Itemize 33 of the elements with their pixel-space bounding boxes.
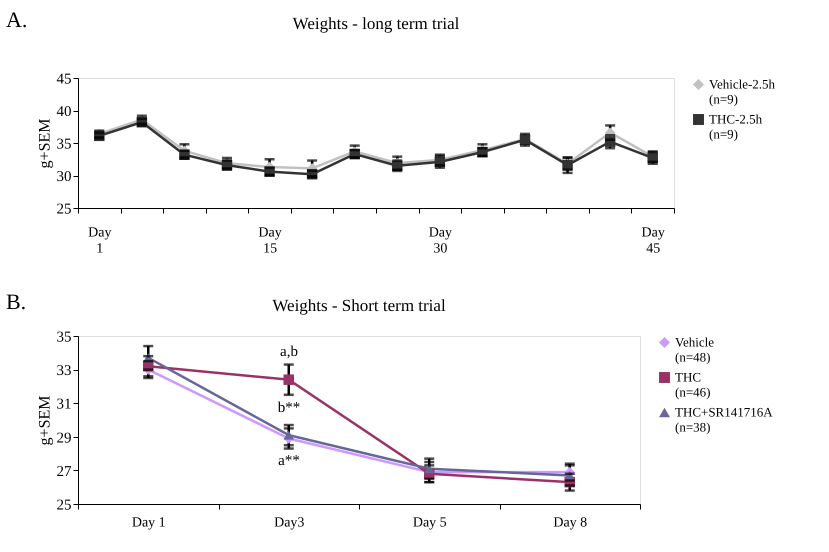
annotation: a,b: [280, 344, 298, 360]
legend-label: THC+SR141716A (n=38): [675, 404, 774, 434]
legend-label: Vehicle (n=48): [675, 334, 714, 364]
y-tick-label: 25: [56, 498, 72, 514]
y-axis-title: g+SEM: [36, 396, 54, 446]
x-tick-label: Day 8: [553, 516, 588, 530]
y-tick-label: 35: [56, 330, 72, 346]
chart-title: Weights - Short term trial: [272, 296, 446, 315]
legend-label: THC (n=46): [675, 370, 710, 400]
x-tick-label: Day 30: [428, 226, 452, 256]
y-axis-title: g+SEM: [36, 118, 54, 168]
y-tick-label: 31: [56, 396, 72, 413]
y-tick-label: 45: [56, 72, 72, 88]
text: B.: [6, 289, 26, 314]
legend-label: Vehicle-2.5h (n=9): [709, 76, 776, 106]
x-tick-label: Day 1: [132, 516, 166, 530]
chart-title: Weights - long term trial: [292, 14, 460, 33]
y-tick-label: 35: [56, 136, 72, 152]
text: A.: [6, 7, 28, 32]
x-tick-label: Day 1: [88, 226, 112, 256]
y-tick-label: 40: [56, 104, 72, 120]
x-tick-label: Day 5: [412, 516, 447, 530]
y-tick-label: 29: [56, 430, 72, 446]
y-tick-label: 25: [56, 202, 72, 218]
x-tick-label: Day 45: [642, 226, 665, 256]
y-tick-label: 33: [56, 363, 72, 380]
y-tick-label: 30: [56, 169, 72, 185]
annotation: a**: [278, 453, 300, 469]
x-tick-label: Day3: [274, 516, 304, 530]
y-tick-label: 27: [56, 464, 72, 480]
legend-label: THC-2.5h (n=9): [709, 112, 763, 142]
annotation: b**: [278, 400, 300, 416]
x-tick-label: Day 15: [258, 226, 282, 256]
